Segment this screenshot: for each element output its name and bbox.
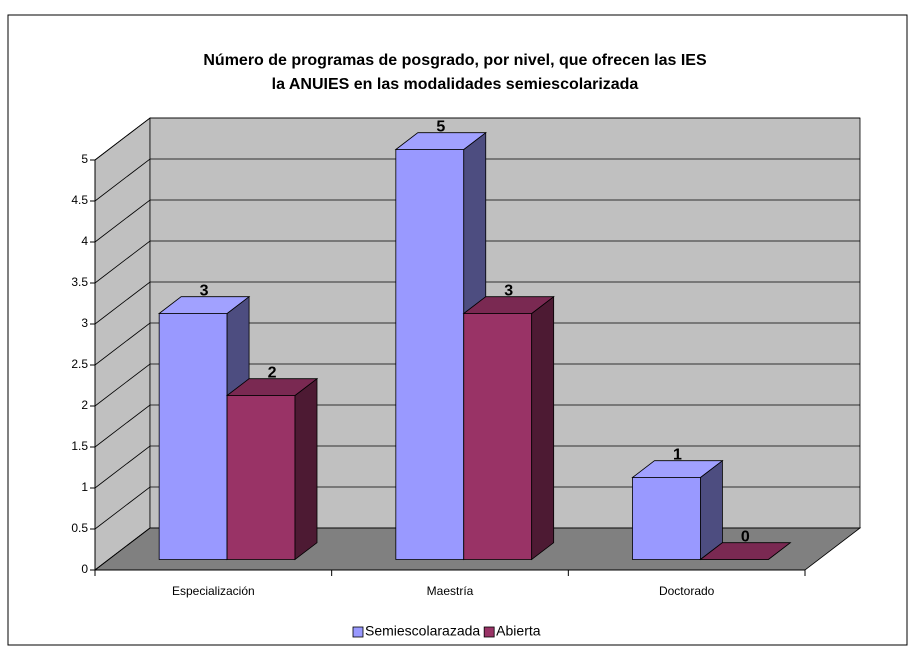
grid-line [94,527,860,571]
bar-side [294,377,318,561]
data-label: 3 [200,282,209,299]
legend-label: Semiescolarazada [365,623,480,639]
y-tick-label: 5 [81,152,88,166]
bar-front [226,395,296,560]
grid-line [94,240,860,284]
data-label: 5 [436,118,445,135]
grid-line [94,486,860,530]
legend-swatch [483,626,495,638]
legend-swatch [352,626,364,638]
bar-top [394,132,487,150]
data-label: 3 [504,282,513,299]
grid-line [94,158,860,202]
y-tick-label: 2.5 [71,357,88,371]
bar-top [462,296,555,314]
data-label: 1 [673,446,682,463]
grid-line [94,404,860,448]
data-label: 2 [268,364,277,381]
y-tick-label: 4 [81,234,88,248]
y-tick-label: 0.5 [71,521,88,535]
grid-line [94,281,860,325]
chart-title: la ANUIES en las modalidades semiescolar… [272,76,639,93]
y-tick-label: 3.5 [71,275,88,289]
x-tick-label: Especialización [172,584,255,598]
grid-line [94,117,860,161]
bar-side [700,459,723,561]
data-label: 0 [741,528,750,545]
y-tick-label: 1.5 [71,439,88,453]
legend-label: Abierta [496,623,541,639]
y-tick-label: 3 [81,316,88,330]
x-tick-label: Doctorado [659,584,715,598]
bar-front [632,477,701,560]
grid-line [94,363,860,407]
bar-top [699,542,792,560]
y-tick-label: 0 [81,562,88,576]
y-tick-label: 4.5 [71,193,88,207]
bar-side [531,295,555,561]
grid-line [94,199,860,243]
bar-front [463,313,533,560]
y-tick-label: 1 [81,480,88,494]
grid-line [94,322,860,366]
chart-title: Número de programas de posgrado, por niv… [203,52,707,69]
bar-top [157,296,251,314]
bar-front [158,313,228,560]
bar-top [631,460,724,478]
bar-front [395,149,465,560]
x-tick-label: Maestría [427,584,474,598]
bar-top [225,378,319,396]
y-tick-label: 2 [81,398,88,412]
grid-line [94,445,860,489]
